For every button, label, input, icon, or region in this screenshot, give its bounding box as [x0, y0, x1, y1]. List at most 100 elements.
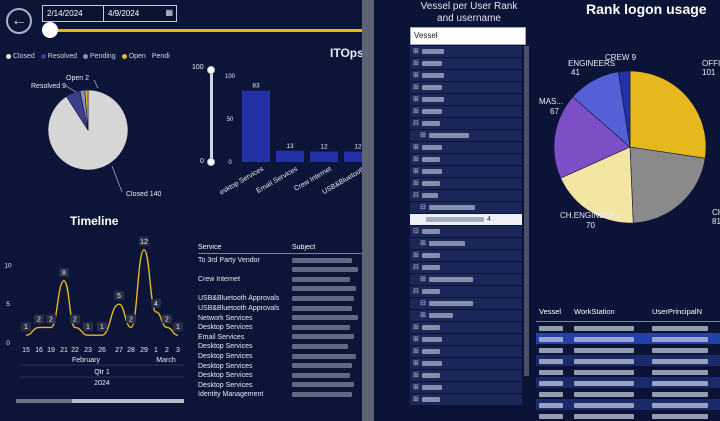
table-row[interactable]: Desktop Services	[198, 342, 362, 352]
expand-icon[interactable]: ⊞	[420, 240, 426, 247]
collapse-icon[interactable]: ⊟	[420, 300, 426, 307]
expand-icon[interactable]: ⊞	[420, 276, 426, 283]
table-row[interactable]	[536, 333, 720, 344]
expand-icon[interactable]: ⊞	[413, 168, 419, 175]
table-row[interactable]: Network Services	[198, 314, 362, 324]
collapse-icon[interactable]: ⊟	[413, 288, 419, 295]
slicer-item[interactable]: ⊞	[410, 58, 522, 69]
slicer-item[interactable]: ⊞	[410, 370, 522, 381]
timeline-scrollbar[interactable]	[16, 399, 184, 403]
bar[interactable]	[310, 151, 338, 162]
table-row[interactable]: USB&Bluetooth Approvals	[198, 294, 362, 304]
pie-slice-crew[interactable]	[618, 70, 631, 148]
slicer-item[interactable]: ⊞	[410, 166, 522, 177]
expand-icon[interactable]: ⊞	[420, 312, 426, 319]
slicer-item[interactable]: 4	[410, 214, 522, 225]
slicer-item[interactable]: ⊞	[410, 106, 522, 117]
expand-icon[interactable]: ⊞	[413, 324, 419, 331]
table-row[interactable]	[536, 399, 720, 410]
expand-icon[interactable]: ⊞	[413, 96, 419, 103]
subject-column-header[interactable]: Subject	[292, 244, 316, 251]
table-row[interactable]: Identity Management	[198, 390, 362, 400]
bar[interactable]	[276, 150, 304, 162]
slicer-header[interactable]: Vessel	[410, 27, 526, 45]
expand-icon[interactable]: ⊞	[413, 360, 419, 367]
slicer-item[interactable]: ⊟	[410, 190, 522, 201]
table-row[interactable]: Desktop Services	[198, 362, 362, 372]
slicer-item[interactable]: ⊞	[410, 322, 522, 333]
table-row[interactable]	[536, 377, 720, 388]
table-row[interactable]: Desktop Services	[198, 381, 362, 391]
slicer-item[interactable]: ⊞	[410, 346, 522, 357]
upn-column-header[interactable]: UserPrincipalN	[652, 307, 703, 316]
expand-icon[interactable]: ⊞	[413, 348, 419, 355]
table-row[interactable]	[536, 322, 720, 333]
slicer-item[interactable]: ⊟	[410, 298, 522, 309]
table-row[interactable]	[536, 355, 720, 366]
table-row[interactable]	[198, 285, 362, 295]
legend-item[interactable]: Closed	[6, 53, 35, 60]
table-row[interactable]: USB&Bluetooth Approvals	[198, 304, 362, 314]
legend-item[interactable]: Open	[121, 53, 146, 60]
expand-icon[interactable]: ⊞	[413, 372, 419, 379]
expand-icon[interactable]: ⊞	[413, 108, 419, 115]
workstation-column-header[interactable]: WorkStation	[574, 307, 615, 316]
legend-item[interactable]: Pending	[82, 53, 116, 60]
date-end-input[interactable]: 4/9/2024 ▦	[103, 5, 177, 22]
expand-icon[interactable]: ⊞	[413, 252, 419, 259]
pie-slice-offi[interactable]	[629, 70, 707, 159]
slicer-item[interactable]: ⊟	[410, 226, 522, 237]
expand-icon[interactable]: ⊞	[413, 180, 419, 187]
slicer-item[interactable]: ⊞	[410, 274, 522, 285]
pie-slice-open[interactable]	[84, 89, 89, 131]
slicer-item[interactable]: ⊞	[410, 178, 522, 189]
y-range-slider-track[interactable]	[210, 70, 213, 163]
slicer-item[interactable]: ⊞	[410, 310, 522, 321]
expand-icon[interactable]: ⊞	[420, 132, 426, 139]
slicer-item[interactable]: ⊞	[410, 334, 522, 345]
slicer-item[interactable]: ⊟	[410, 286, 522, 297]
y-range-slider-top-handle[interactable]	[207, 66, 215, 74]
bar[interactable]	[242, 90, 270, 162]
collapse-icon[interactable]: ⊟	[413, 120, 419, 127]
timeline-scrollbar-thumb[interactable]	[16, 399, 72, 403]
calendar-icon[interactable]: ▦	[165, 8, 173, 17]
slicer-item[interactable]: ⊞	[410, 358, 522, 369]
slicer-item[interactable]: ⊞	[410, 70, 522, 81]
table-row[interactable]	[536, 388, 720, 399]
collapse-icon[interactable]: ⊟	[413, 228, 419, 235]
pie-slice-ch-engineers[interactable]	[560, 146, 634, 224]
pie-slice-ch-o[interactable]	[629, 146, 706, 224]
pie-slice-mas-[interactable]	[553, 96, 631, 179]
panel-divider[interactable]	[362, 0, 374, 421]
vessel-column-header[interactable]: Vessel	[539, 307, 562, 316]
table-row[interactable]: Crew Internet	[198, 275, 362, 285]
expand-icon[interactable]: ⊞	[413, 84, 419, 91]
slicer-item[interactable]: ⊟	[410, 118, 522, 129]
back-button[interactable]: ←	[6, 8, 32, 34]
slicer-item[interactable]: ⊞	[410, 382, 522, 393]
slicer-item[interactable]: ⊞	[410, 238, 522, 249]
expand-icon[interactable]: ⊞	[413, 144, 419, 151]
slicer-item[interactable]: ⊞	[410, 94, 522, 105]
table-row[interactable]: Desktop Services	[198, 371, 362, 381]
expand-icon[interactable]: ⊞	[413, 72, 419, 79]
slicer-item[interactable]: ⊟	[410, 202, 522, 213]
y-range-slider-bottom-handle[interactable]	[207, 158, 215, 166]
slicer-scrollbar[interactable]	[524, 46, 529, 376]
collapse-icon[interactable]: ⊟	[413, 192, 419, 199]
date-range-slider-handle[interactable]	[42, 22, 58, 38]
table-row[interactable]: Desktop Services	[198, 352, 362, 362]
collapse-icon[interactable]: ⊟	[413, 264, 419, 271]
timeline-series-line[interactable]	[25, 249, 179, 336]
expand-icon[interactable]: ⊞	[413, 336, 419, 343]
slicer-item[interactable]: ⊞	[410, 82, 522, 93]
table-row[interactable]: Desktop Services	[198, 323, 362, 333]
table-row[interactable]	[536, 344, 720, 355]
slicer-item[interactable]: ⊞	[410, 250, 522, 261]
expand-icon[interactable]: ⊞	[413, 48, 419, 55]
expand-icon[interactable]: ⊞	[413, 156, 419, 163]
table-row[interactable]: Email Services	[198, 333, 362, 343]
bar[interactable]	[344, 151, 362, 162]
slicer-item[interactable]: ⊞	[410, 46, 522, 57]
